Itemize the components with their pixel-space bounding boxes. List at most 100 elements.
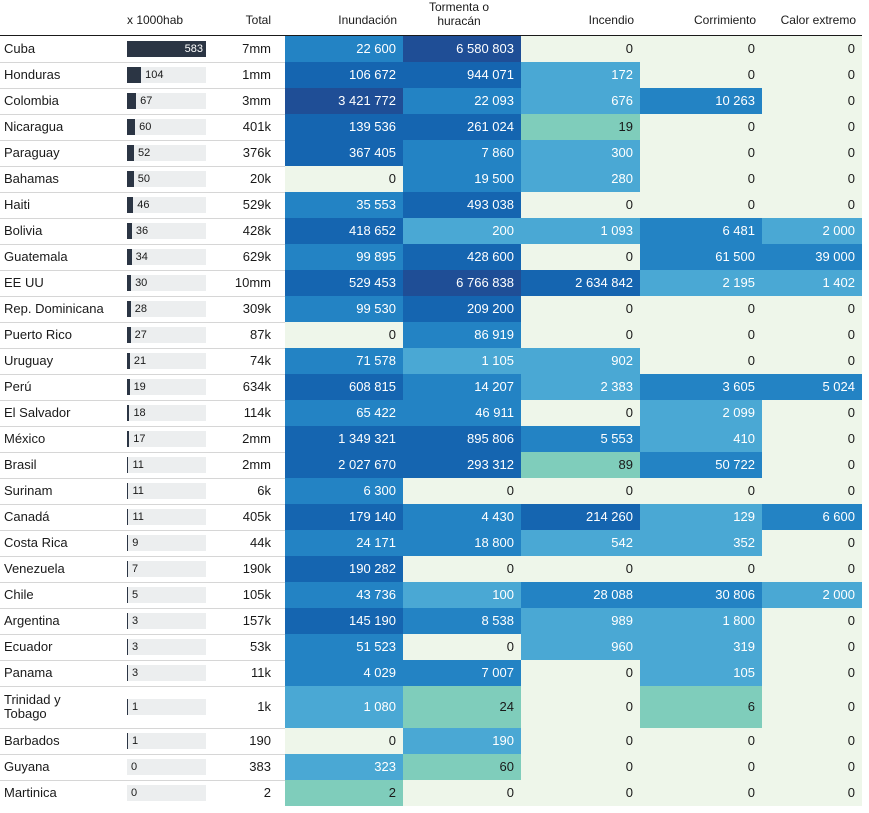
per1000-bar [127, 223, 132, 239]
total-value: 629k [242, 249, 271, 264]
header-total: Total [245, 13, 271, 27]
per1000-bar-track: 36 [127, 223, 206, 239]
cell-incendio: 0 [521, 660, 640, 686]
cell-tormenta: 200 [403, 218, 521, 244]
per1000-bar [127, 171, 134, 187]
cell-calor: 0 [762, 36, 862, 62]
total-value: 376k [242, 145, 271, 160]
cell-incendio: 19 [521, 114, 640, 140]
cell-calor: 0 [762, 686, 862, 728]
cell-calor: 0 [762, 166, 862, 192]
total-value: 1mm [242, 67, 271, 82]
cell-tormenta: 0 [403, 634, 521, 660]
cell-corrimiento: 0 [640, 192, 762, 218]
total-value: 2mm [242, 431, 271, 446]
per1000-bar-track: 28 [127, 301, 206, 317]
total-value: 2 [263, 785, 271, 800]
row-divider [0, 166, 285, 167]
cell-tormenta: 6 580 803 [403, 36, 521, 62]
total-value: 383 [249, 759, 271, 774]
cell-calor: 0 [762, 728, 862, 754]
per1000-bar [127, 301, 131, 317]
cell-calor: 0 [762, 780, 862, 806]
per1000-bar [127, 275, 132, 291]
per1000-bar-track: 1 [127, 699, 206, 715]
cell-tormenta: 944 071 [403, 62, 521, 88]
row-divider [0, 400, 285, 401]
row-divider [0, 728, 285, 729]
total-value: 10mm [234, 275, 271, 290]
cell-incendio: 902 [521, 348, 640, 374]
row-divider [0, 452, 285, 453]
cell-inundacion: 190 282 [285, 556, 403, 582]
per1000-bar-track: 34 [127, 249, 206, 265]
header-tormenta: Tormenta o huracán [428, 0, 490, 28]
cell-incendio: 542 [521, 530, 640, 556]
cell-tormenta: 60 [403, 754, 521, 780]
cell-calor: 6 600 [762, 504, 862, 530]
cell-tormenta: 14 207 [403, 374, 521, 400]
country-label: Surinam [4, 483, 53, 498]
cell-corrimiento: 2 195 [640, 270, 762, 296]
cell-inundacion: 367 405 [285, 140, 403, 166]
cell-corrimiento: 0 [640, 322, 762, 348]
per1000-bar-track: 3 [127, 639, 206, 655]
row-divider [0, 218, 285, 219]
cell-corrimiento: 0 [640, 62, 762, 88]
country-label: Argentina [4, 613, 60, 628]
cell-tormenta: 190 [403, 728, 521, 754]
per1000-bar [127, 483, 129, 499]
country-label: Trinidad y Tobago [4, 692, 61, 721]
cell-corrimiento: 410 [640, 426, 762, 452]
cell-incendio: 960 [521, 634, 640, 660]
total-value: 157k [242, 613, 271, 628]
cell-incendio: 0 [521, 36, 640, 62]
cell-inundacion: 2 027 670 [285, 452, 403, 478]
total-value: 405k [242, 509, 271, 524]
total-value: 20k [250, 171, 271, 186]
per1000-bar-track: 19 [127, 379, 206, 395]
cell-corrimiento: 0 [640, 114, 762, 140]
cell-inundacion: 99 530 [285, 296, 403, 322]
total-value: 44k [250, 535, 271, 550]
cell-incendio: 0 [521, 322, 640, 348]
cell-inundacion: 0 [285, 728, 403, 754]
cell-corrimiento: 0 [640, 478, 762, 504]
cell-corrimiento: 2 099 [640, 400, 762, 426]
row-divider [0, 348, 285, 349]
cell-inundacion: 22 600 [285, 36, 403, 62]
per1000-bar-track: 17 [127, 431, 206, 447]
cell-calor: 0 [762, 608, 862, 634]
row-divider [0, 780, 285, 781]
row-divider [0, 296, 285, 297]
country-label: Chile [4, 587, 34, 602]
row-divider [0, 192, 285, 193]
per1000-bar [127, 405, 130, 421]
row-divider [0, 608, 285, 609]
cell-corrimiento: 50 722 [640, 452, 762, 478]
cell-incendio: 989 [521, 608, 640, 634]
header-inundacion: Inundación [338, 13, 397, 27]
cell-calor: 0 [762, 426, 862, 452]
country-label: Bahamas [4, 171, 59, 186]
header-corrimiento: Corrimiento [693, 13, 756, 27]
per1000-label: 5 [132, 589, 139, 601]
per1000-label: 1 [132, 701, 139, 713]
cell-calor: 0 [762, 452, 862, 478]
per1000-bar [127, 119, 136, 135]
per1000-label: 3 [132, 641, 139, 653]
cell-inundacion: 323 [285, 754, 403, 780]
cell-inundacion: 6 300 [285, 478, 403, 504]
cell-tormenta: 7 860 [403, 140, 521, 166]
country-label: Uruguay [4, 353, 54, 368]
cell-corrimiento: 319 [640, 634, 762, 660]
total-value: 190 [249, 733, 271, 748]
cell-tormenta: 86 919 [403, 322, 521, 348]
per1000-bar [127, 509, 129, 525]
cell-incendio: 2 634 842 [521, 270, 640, 296]
total-value: 1k [257, 699, 271, 714]
total-value: 7mm [242, 41, 271, 56]
cell-incendio: 28 088 [521, 582, 640, 608]
row-divider [0, 754, 285, 755]
header-calor: Calor extremo [780, 13, 856, 27]
